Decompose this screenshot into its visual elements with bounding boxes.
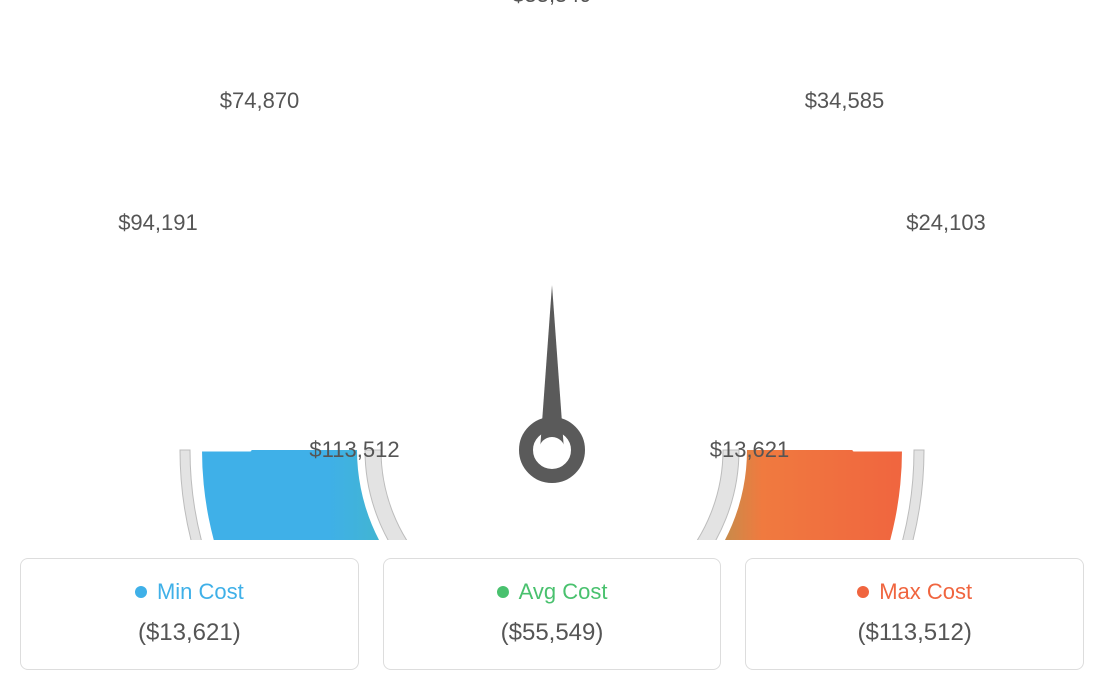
legend-title-label: Max Cost <box>879 579 972 605</box>
legend-card-avg: Avg Cost ($55,549) <box>383 558 722 670</box>
gauge-tick-label: $74,870 <box>220 88 300 114</box>
dot-icon <box>857 586 869 598</box>
legend-title-avg: Avg Cost <box>497 579 608 605</box>
gauge-chart: $13,621$24,103$34,585$55,549$74,870$94,1… <box>20 20 1084 540</box>
legend-value-max: ($113,512) <box>756 619 1073 647</box>
legend-title-max: Max Cost <box>857 579 972 605</box>
legend-title-label: Min Cost <box>157 579 244 605</box>
legend-row: Min Cost ($13,621) Avg Cost ($55,549) Ma… <box>20 558 1084 670</box>
cost-gauge-widget: $13,621$24,103$34,585$55,549$74,870$94,1… <box>20 20 1084 670</box>
legend-title-label: Avg Cost <box>519 579 608 605</box>
legend-value-min: ($13,621) <box>31 619 348 647</box>
gauge-tick-label: $113,512 <box>309 437 399 463</box>
legend-card-min: Min Cost ($13,621) <box>20 558 359 670</box>
gauge-tick-label: $13,621 <box>710 437 790 463</box>
gauge-tick-label: $94,191 <box>118 210 198 236</box>
gauge-tick-label: $24,103 <box>906 210 986 236</box>
legend-value-avg: ($55,549) <box>394 619 711 647</box>
legend-title-min: Min Cost <box>135 579 244 605</box>
dot-icon <box>135 586 147 598</box>
gauge-tick-label: $34,585 <box>805 88 885 114</box>
gauge-tick-label: $55,549 <box>512 0 592 8</box>
legend-card-max: Max Cost ($113,512) <box>745 558 1084 670</box>
dot-icon <box>497 586 509 598</box>
